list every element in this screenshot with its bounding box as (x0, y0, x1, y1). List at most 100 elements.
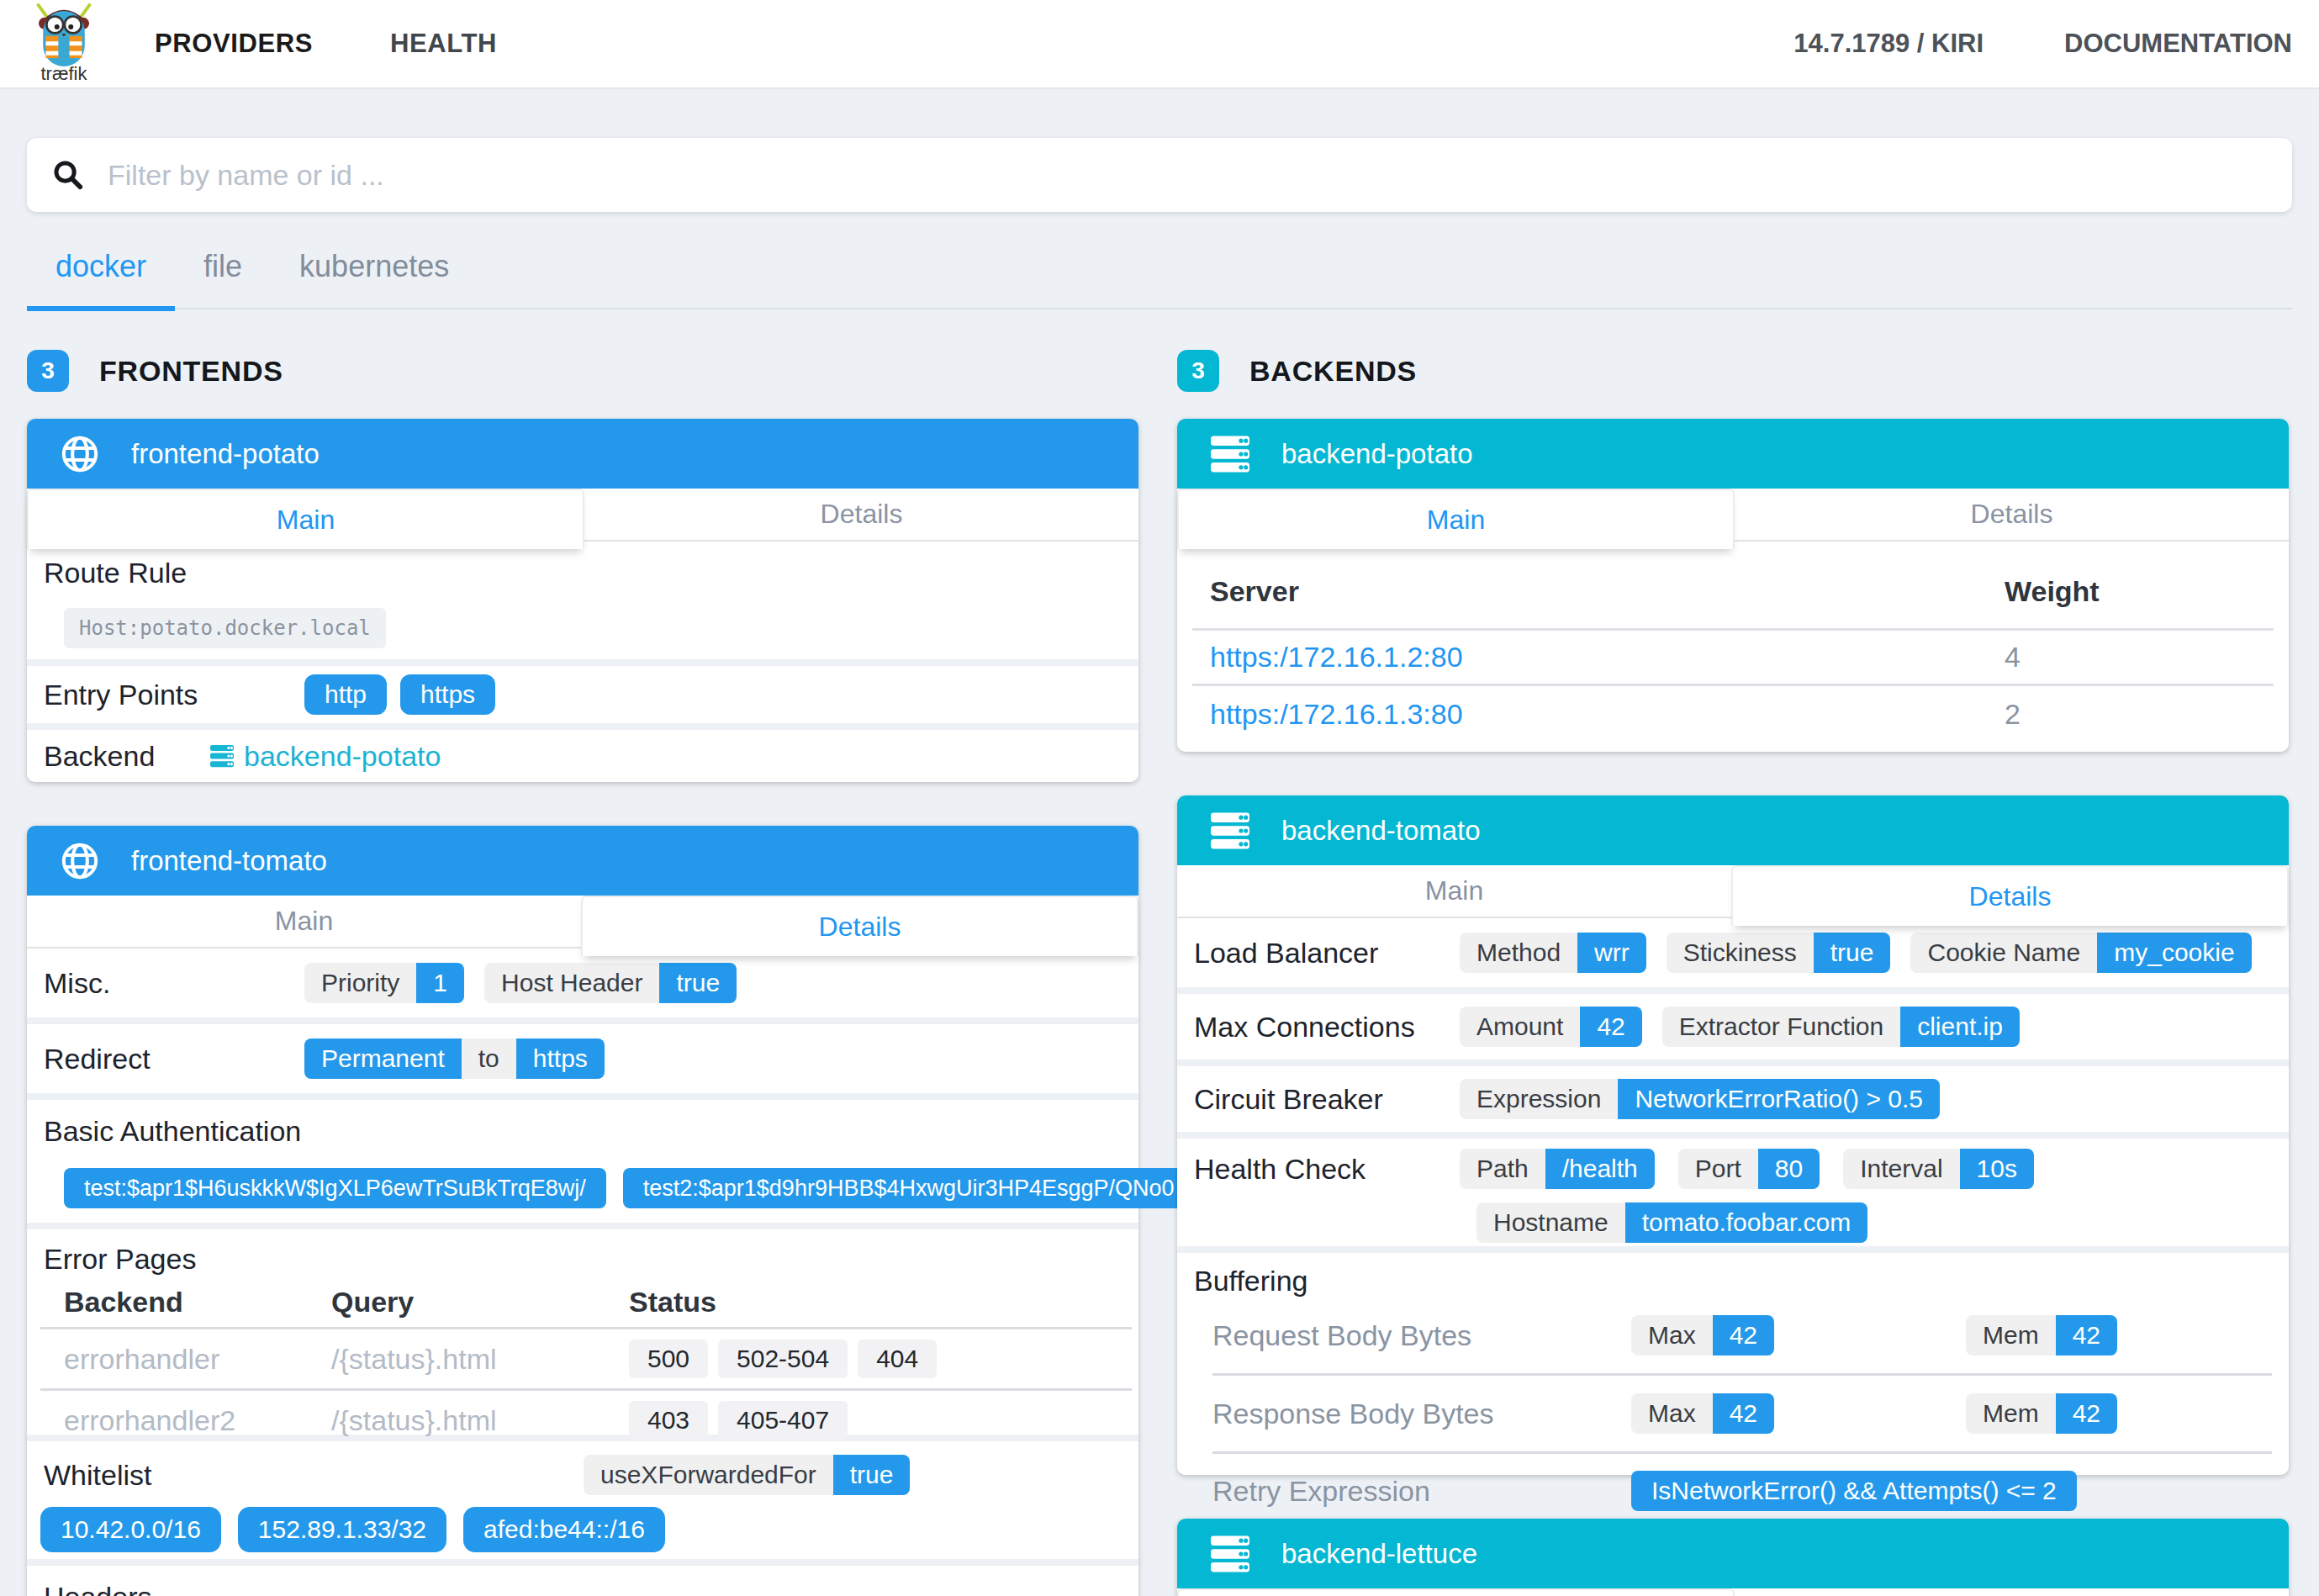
server-icon (1211, 1535, 1249, 1573)
tab-details[interactable]: Details (1735, 1588, 2289, 1596)
backend-link[interactable]: backend-potato (244, 740, 441, 773)
tab-details[interactable]: Details (1735, 489, 2289, 542)
mem-chip: Mem42 (1966, 1393, 2117, 1434)
extractor-chip: Extractor Functionclient.ip (1662, 1007, 2020, 1047)
headers-label: Headers (27, 1581, 1138, 1596)
search-input[interactable]: Filter by name or id ... (108, 159, 384, 192)
card-frontend-tomato: frontend-tomato Main Details Misc. Prior… (27, 826, 1138, 1596)
entry-point-chip: http (304, 674, 387, 715)
traefik-logo[interactable]: træfik (27, 3, 101, 85)
error-pages-label: Error Pages (27, 1243, 1138, 1276)
server-row: https:/172.16.1.2:80 4 (1192, 631, 2274, 686)
card-title: backend-lettuce (1281, 1538, 1477, 1570)
max-chip: Max42 (1631, 1393, 1774, 1434)
card-frontend-potato: frontend-potato Main Details Route Rule … (27, 419, 1138, 782)
traefik-gopher-icon (30, 3, 98, 66)
whitelist-chip: 10.42.0.0/16 (40, 1507, 221, 1552)
card-backend-lettuce: backend-lettuce Main Details (1177, 1519, 2289, 1596)
retry-expression-chip: IsNetworkError() && Attempts() <= 2 (1631, 1471, 2077, 1511)
redirect-row: Redirect Permanenttohttps (27, 1024, 1138, 1093)
backends-title: BACKENDS (1249, 355, 1417, 388)
provider-tabs: docker file kubernetes (27, 232, 2292, 309)
basic-auth-row: Basic Authentication test:$apr1$H6uskkkW… (27, 1100, 1138, 1223)
buffering-row: Buffering Request Body Bytes Max42 Mem42… (1177, 1253, 2289, 1475)
max-connections-row: Max Connections Amount42 Extractor Funct… (1177, 994, 2289, 1060)
host-header-chip: Host Headertrue (484, 963, 737, 1003)
basic-auth-chip: test:$apr1$H6uskkkW$IgXLP6ewTrSuBkTrqE8w… (64, 1168, 606, 1208)
search-bar[interactable]: Filter by name or id ... (27, 138, 2292, 212)
backend-label: Backend (27, 740, 210, 773)
tab-main[interactable]: Main (27, 489, 584, 549)
traefik-wordmark: træfik (41, 63, 87, 85)
frontends-title: FRONTENDS (99, 355, 283, 388)
usexforwardedfor-chip: useXForwardedFortrue (584, 1455, 910, 1495)
tab-kubernetes[interactable]: kubernetes (271, 232, 478, 308)
tab-main[interactable]: Main (1177, 865, 1731, 918)
misc-row: Misc. Priority1 Host Headertrue (27, 949, 1138, 1017)
tab-details[interactable]: Details (581, 896, 1138, 956)
whitelist-chip: 152.89.1.33/32 (238, 1507, 446, 1552)
misc-label: Misc. (27, 967, 304, 1000)
tab-docker[interactable]: docker (27, 232, 175, 308)
server-link[interactable]: https:/172.16.1.3:80 (1192, 698, 2005, 731)
hostname-chip: Hostnametomato.foobar.com (1476, 1202, 1867, 1243)
globe-icon (61, 842, 99, 880)
max-connections-label: Max Connections (1177, 1011, 1460, 1044)
frontends-count-badge: 3 (27, 350, 69, 392)
card-title: frontend-tomato (131, 845, 327, 877)
entry-points-label: Entry Points (27, 679, 304, 711)
card-title: backend-potato (1281, 438, 1473, 470)
whitelist-label: Whitelist (27, 1459, 584, 1492)
frontends-column: 3 FRONTENDS frontend-potato Main Details… (27, 350, 1138, 1596)
tab-details[interactable]: Details (1731, 865, 2289, 926)
expression-chip: ExpressionNetworkErrorRatio() > 0.5 (1460, 1079, 1940, 1119)
cookie-name-chip: Cookie Namemy_cookie (1910, 933, 2251, 973)
max-chip: Max42 (1631, 1315, 1774, 1356)
backend-row: Backend backend-potato (27, 730, 1138, 782)
server-link[interactable]: https:/172.16.1.2:80 (1192, 641, 2005, 674)
error-pages-row: Error Pages Backend Query Status errorha… (27, 1229, 1138, 1435)
mem-chip: Mem42 (1966, 1315, 2117, 1356)
card-backend-potato: backend-potato Main Details Server Weigh… (1177, 419, 2289, 752)
load-balancer-label: Load Balancer (1177, 937, 1460, 970)
method-chip: Methodwrr (1460, 933, 1646, 973)
nav-providers[interactable]: PROVIDERS (155, 29, 313, 59)
tab-main[interactable]: Main (27, 896, 581, 949)
globe-icon (61, 435, 99, 473)
server-icon (1211, 435, 1249, 473)
version-label: 14.7.1789 / KIRI (1793, 29, 1984, 59)
headers-row: Headers Custom Request Headers (27, 1566, 1138, 1596)
tab-file[interactable]: file (175, 232, 271, 308)
interval-chip: Interval10s (1843, 1149, 2034, 1189)
ep-col-query: Query (331, 1286, 629, 1319)
error-page-row: errorhandler /{status}.html 500502-50440… (27, 1329, 1138, 1388)
search-icon (52, 159, 84, 191)
backends-column: 3 BACKENDS backend-potato Main Details (1177, 350, 2289, 1596)
navbar: træfik PROVIDERS HEALTH 14.7.1789 / KIRI… (0, 0, 2319, 89)
server-row: https:/172.16.1.3:80 2 (1192, 686, 2274, 742)
tab-main[interactable]: Main (1177, 1588, 1735, 1596)
entry-points-row: Entry Points http https (27, 666, 1138, 723)
nav-documentation[interactable]: DOCUMENTATION (2064, 29, 2292, 59)
response-body-bytes-row: Response Body Bytes Max42 Mem42 (1177, 1376, 2289, 1451)
retry-expression-row: Retry Expression IsNetworkError() && Att… (1177, 1454, 2289, 1528)
entry-point-chip: https (400, 674, 495, 715)
servers-table: Server Weight https:/172.16.1.2:80 4 htt… (1177, 542, 2289, 752)
server-icon (210, 744, 234, 768)
load-balancer-row: Load Balancer Methodwrr Stickinesstrue C… (1177, 918, 2289, 987)
card-backend-tomato: backend-tomato Main Details Load Balance… (1177, 795, 2289, 1475)
col-weight: Weight (2005, 575, 2274, 608)
tab-main[interactable]: Main (1177, 489, 1735, 549)
card-title: backend-tomato (1281, 815, 1481, 847)
nav-health[interactable]: HEALTH (390, 29, 497, 59)
route-rule-value: Host:potato.docker.local (64, 608, 386, 648)
tab-details[interactable]: Details (584, 489, 1138, 542)
amount-chip: Amount42 (1460, 1007, 1642, 1047)
basic-auth-chip: test2:$apr1$d9hr9HBB$4HxwgUir3HP4EsggP/Q… (623, 1168, 1195, 1208)
route-rule-label: Route Rule (27, 557, 1138, 589)
basic-auth-label: Basic Authentication (27, 1115, 1138, 1148)
backends-count-badge: 3 (1177, 350, 1219, 392)
server-weight: 4 (2005, 641, 2274, 674)
whitelist-row: Whitelist useXForwardedFortrue 10.42.0.0… (27, 1441, 1138, 1559)
health-check-label: Health Check (1177, 1153, 1460, 1186)
